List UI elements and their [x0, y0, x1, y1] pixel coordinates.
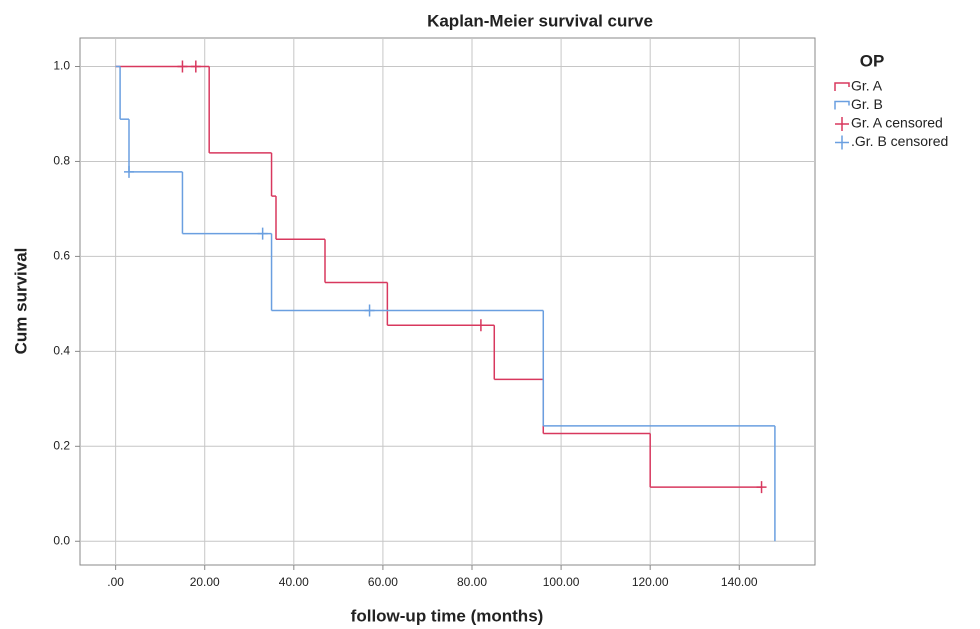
censor-mark: [756, 481, 767, 494]
x-tick-label: 140.00: [721, 575, 758, 589]
censor-mark: [124, 165, 134, 178]
x-tick-label: 40.00: [279, 575, 309, 589]
x-tick-label: 20.00: [190, 575, 220, 589]
y-tick-label: 0.6: [53, 249, 70, 263]
censor-mark: [177, 60, 188, 73]
censor-mark: [190, 60, 201, 73]
legend-label: Gr. A censored: [851, 115, 943, 131]
legend-label: Gr. A: [851, 78, 883, 94]
x-tick-label: 120.00: [632, 575, 669, 589]
x-tick-label: 80.00: [457, 575, 487, 589]
y-tick-label: 1.0: [53, 59, 70, 73]
censor-mark: [257, 227, 268, 240]
y-tick-label: 0.2: [53, 438, 70, 452]
y-tick-label: 0.0: [53, 533, 70, 547]
x-tick-label: 100.00: [543, 575, 580, 589]
x-tick-label: 60.00: [368, 575, 398, 589]
legend-swatch: [835, 117, 849, 131]
plot-area: [79, 37, 816, 566]
y-tick-label: 0.8: [53, 154, 70, 168]
legend-label: .Gr. B censored: [851, 133, 948, 149]
x-tick-label: .00: [107, 575, 124, 589]
legend-swatch: [835, 135, 849, 150]
censor-mark: [475, 319, 486, 332]
censor-mark: [364, 304, 375, 317]
legend-swatch: [834, 100, 850, 110]
y-tick-label: 0.4: [53, 344, 70, 358]
chart-title: Kaplan-Meier survival curve: [427, 11, 653, 30]
y-axis-label: Cum survival: [11, 248, 30, 355]
legend-swatch: [834, 82, 850, 91]
x-axis-label: follow-up time (months): [351, 606, 544, 625]
legend-label: Gr. B: [851, 96, 883, 112]
legend-title: OP: [860, 51, 885, 70]
